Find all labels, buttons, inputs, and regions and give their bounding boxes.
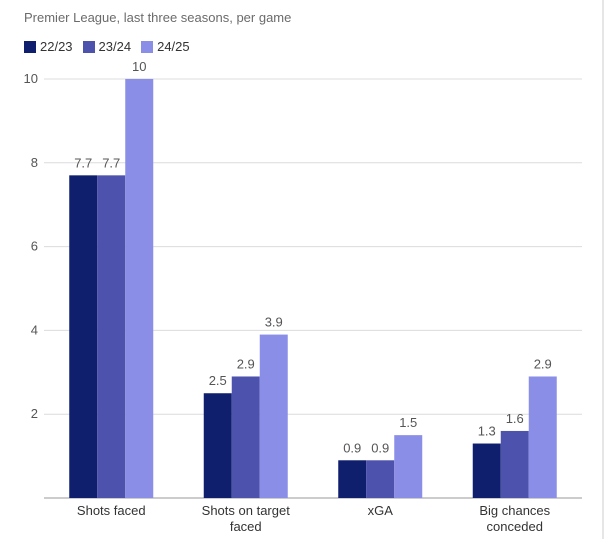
y-tick-label: 8 <box>31 155 38 170</box>
legend-swatch-23-24 <box>82 40 95 53</box>
data-label: 3.9 <box>265 315 283 330</box>
legend-item-22-23: 22/23 <box>24 39 73 54</box>
y-tick-label: 4 <box>31 322 38 337</box>
x-tick-label: xGA <box>368 503 394 518</box>
bar <box>394 435 423 498</box>
legend-swatch-24-25 <box>141 40 154 53</box>
legend-swatch-22-23 <box>24 40 36 53</box>
data-label: 2.9 <box>534 356 552 371</box>
y-tick-label: 2 <box>31 406 38 421</box>
legend-label-23-24: 23/24 <box>98 39 132 54</box>
legend-item-23-24: 23/24 <box>82 39 132 54</box>
frame-edge <box>602 0 604 539</box>
data-label: 0.9 <box>343 440 361 455</box>
chart-legend: 22/23 23/24 24/25 <box>24 39 200 54</box>
y-tick-label: 6 <box>31 239 38 254</box>
bar <box>338 460 367 498</box>
bar <box>500 430 529 498</box>
bar <box>231 376 260 498</box>
data-label: 1.6 <box>506 411 524 426</box>
bar <box>528 376 557 498</box>
data-label: 2.9 <box>237 356 255 371</box>
bar <box>472 443 501 498</box>
chart-subtitle: Premier League, last three seasons, per … <box>24 10 292 25</box>
bar <box>69 175 98 499</box>
bar <box>97 175 126 499</box>
data-label: 1.3 <box>478 424 496 439</box>
y-tick-label: 10 <box>24 71 38 86</box>
data-label: 7.7 <box>74 155 92 170</box>
x-tick-label: Shots faced <box>77 503 146 518</box>
data-label: 10 <box>132 59 146 74</box>
legend-label-22-23: 22/23 <box>40 39 73 54</box>
bar <box>125 78 154 498</box>
data-label: 0.9 <box>371 440 389 455</box>
bar <box>366 460 395 498</box>
data-label: 7.7 <box>102 155 120 170</box>
legend-label-24-25: 24/25 <box>157 39 190 54</box>
data-label: 2.5 <box>209 373 227 388</box>
bar <box>259 334 288 498</box>
x-tick-label: Big chances conceded <box>479 503 550 534</box>
legend-item-24-25: 24/25 <box>141 39 190 54</box>
bar <box>203 393 232 498</box>
data-label: 1.5 <box>399 415 417 430</box>
x-tick-label: Shots on target faced <box>202 503 291 534</box>
